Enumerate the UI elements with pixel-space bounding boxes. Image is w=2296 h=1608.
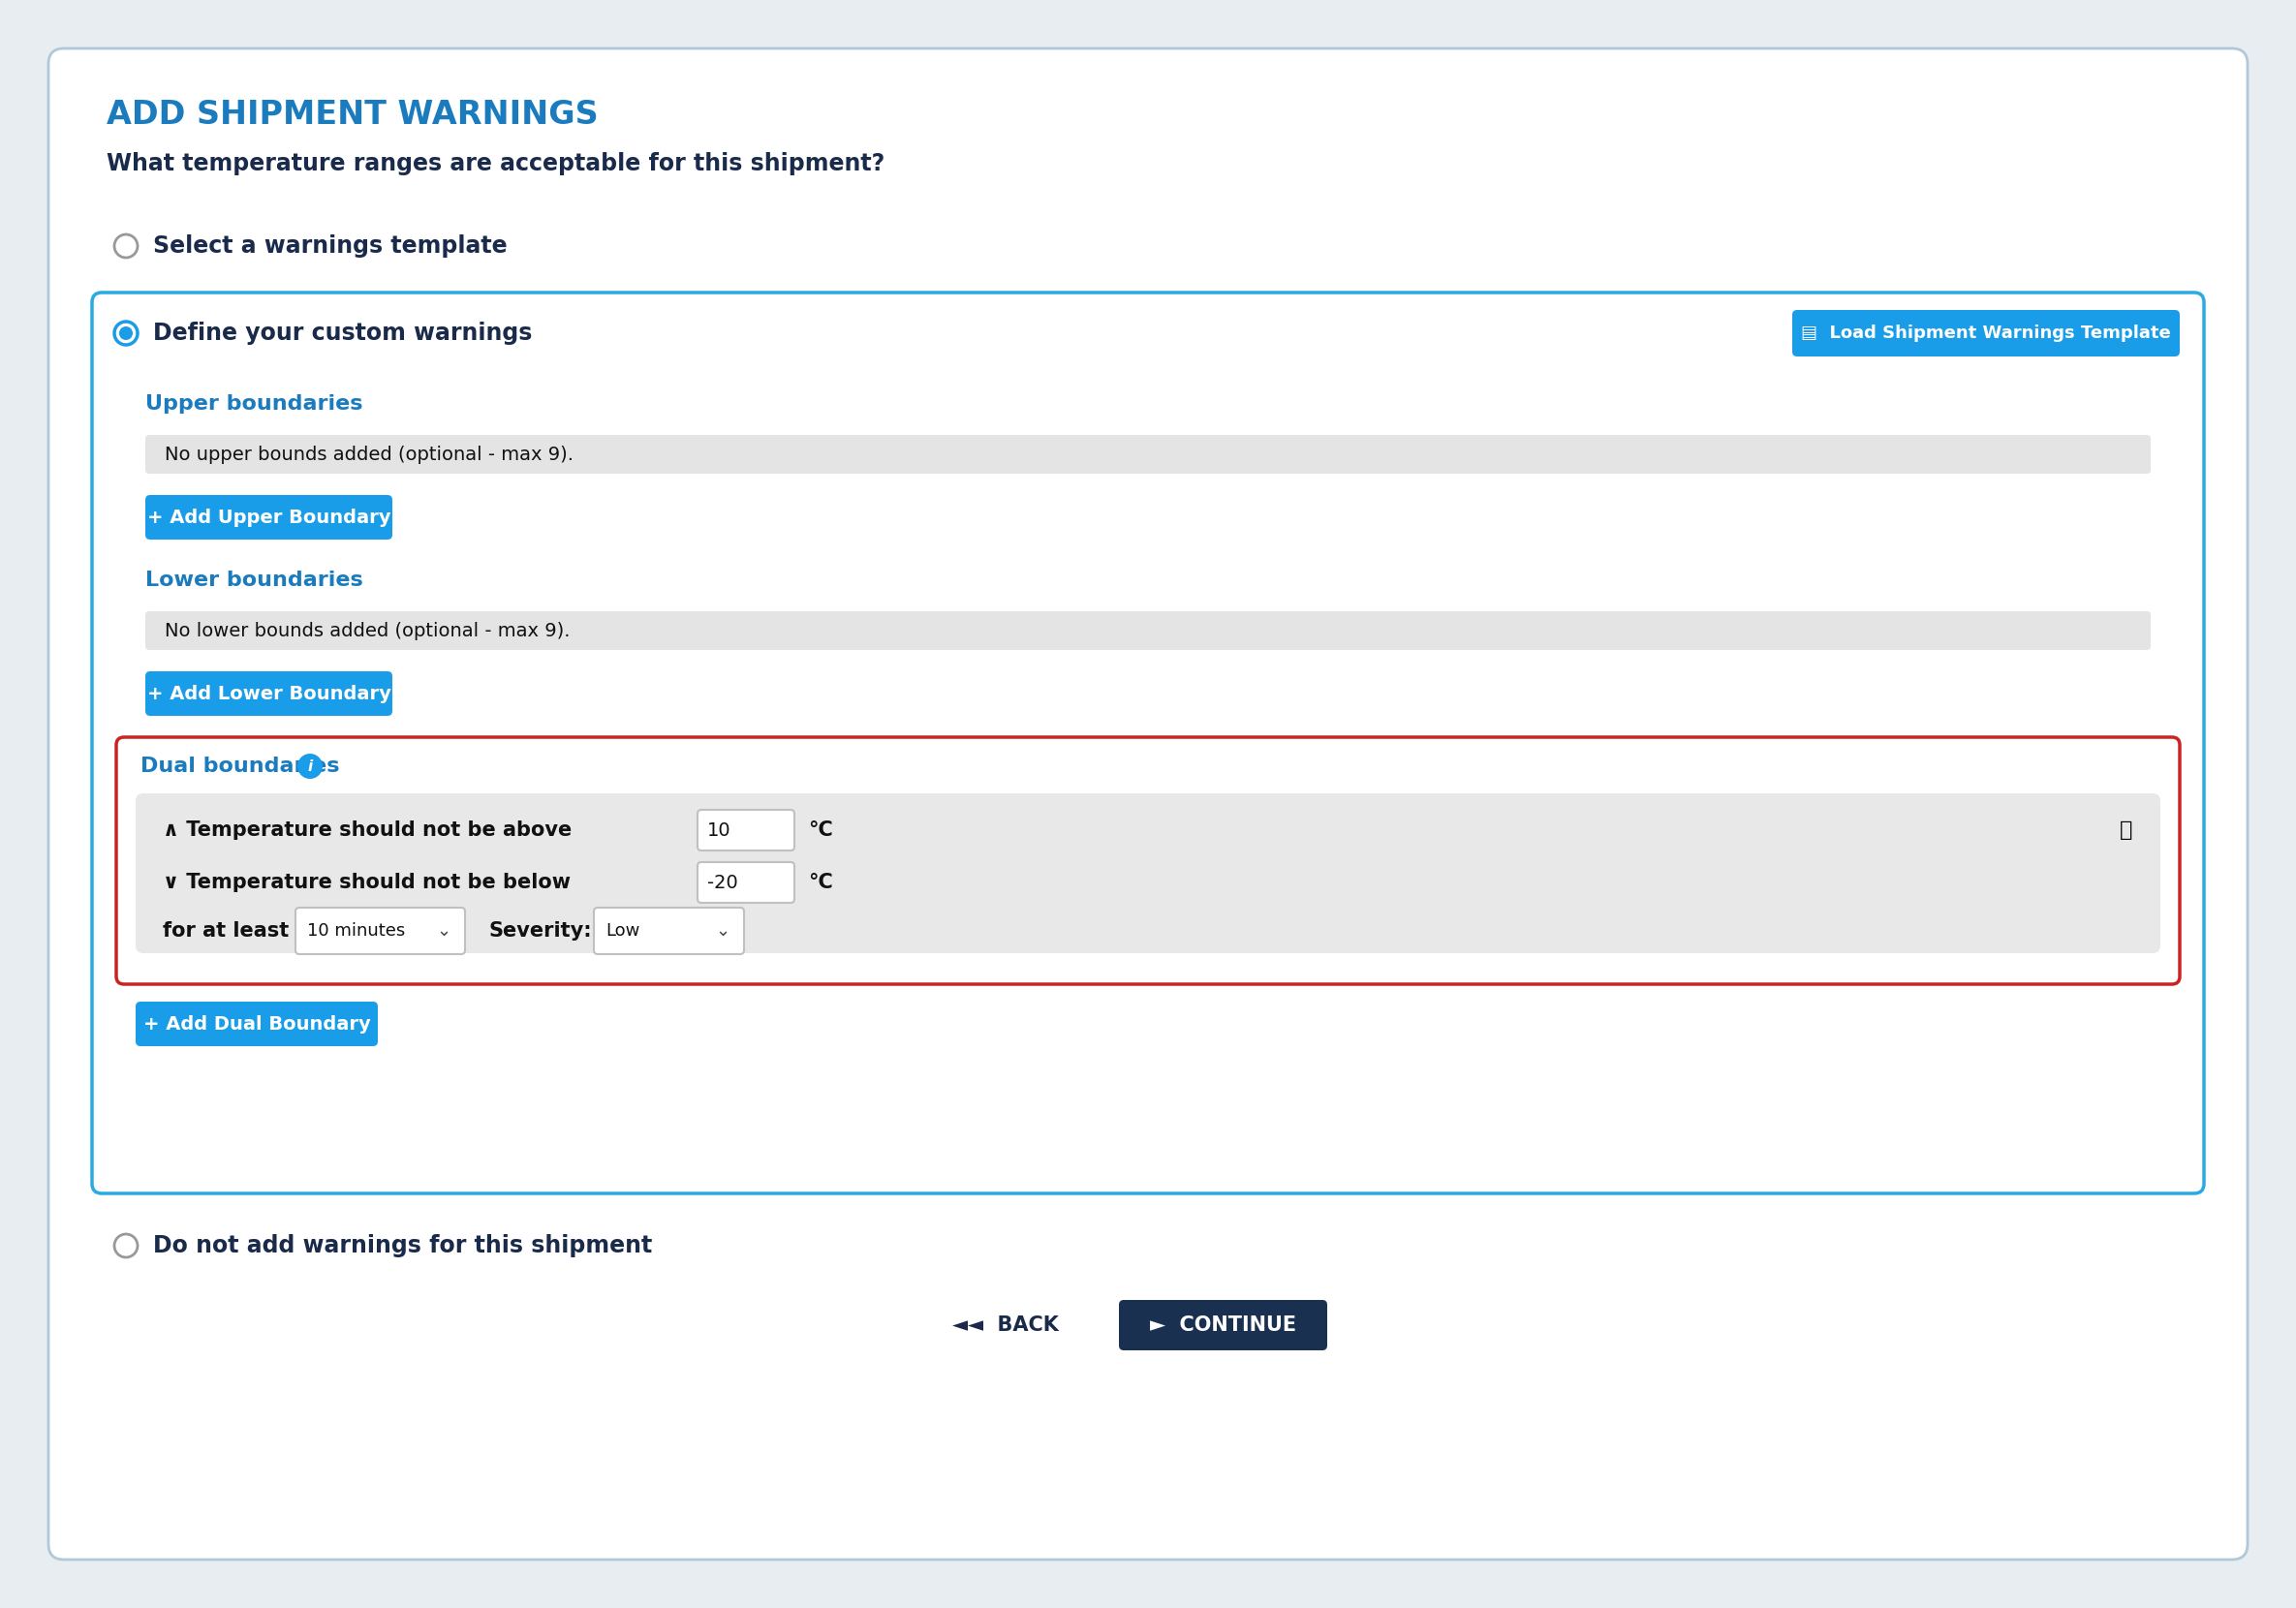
- FancyBboxPatch shape: [1793, 310, 2179, 357]
- Text: Select a warnings template: Select a warnings template: [154, 235, 507, 257]
- Text: ▤  Load Shipment Warnings Template: ▤ Load Shipment Warnings Template: [1800, 325, 2172, 343]
- Text: °C: °C: [808, 873, 833, 892]
- Text: -20: -20: [707, 873, 737, 892]
- FancyBboxPatch shape: [145, 434, 2151, 474]
- Circle shape: [115, 235, 138, 257]
- Text: 🗑: 🗑: [2119, 820, 2133, 839]
- FancyBboxPatch shape: [135, 1002, 379, 1047]
- FancyBboxPatch shape: [698, 862, 794, 902]
- Text: ⌄: ⌄: [716, 921, 730, 939]
- Text: ∨ Temperature should not be below: ∨ Temperature should not be below: [163, 873, 572, 892]
- Text: ►  CONTINUE: ► CONTINUE: [1150, 1315, 1297, 1335]
- Text: Lower boundaries: Lower boundaries: [145, 571, 363, 590]
- Text: for at least: for at least: [163, 921, 289, 941]
- Text: Low: Low: [606, 921, 641, 939]
- Text: No upper bounds added (optional - max 9).: No upper bounds added (optional - max 9)…: [165, 445, 574, 463]
- FancyBboxPatch shape: [595, 907, 744, 954]
- Text: + Add Lower Boundary: + Add Lower Boundary: [147, 685, 390, 703]
- Circle shape: [298, 754, 324, 778]
- Text: Dual boundaries: Dual boundaries: [140, 756, 340, 777]
- Circle shape: [119, 326, 133, 339]
- FancyBboxPatch shape: [92, 293, 2204, 1193]
- FancyBboxPatch shape: [916, 1299, 1095, 1351]
- Text: ∧ Temperature should not be above: ∧ Temperature should not be above: [163, 820, 572, 839]
- FancyBboxPatch shape: [117, 736, 2179, 984]
- Text: Severity:: Severity:: [489, 921, 592, 941]
- Text: + Add Upper Boundary: + Add Upper Boundary: [147, 508, 390, 526]
- FancyBboxPatch shape: [145, 671, 393, 716]
- Text: 10: 10: [707, 822, 730, 839]
- FancyBboxPatch shape: [296, 907, 466, 954]
- Text: Upper boundaries: Upper boundaries: [145, 394, 363, 413]
- Text: What temperature ranges are acceptable for this shipment?: What temperature ranges are acceptable f…: [106, 153, 884, 175]
- Text: Define your custom warnings: Define your custom warnings: [154, 322, 533, 344]
- FancyBboxPatch shape: [145, 495, 393, 540]
- Circle shape: [115, 1233, 138, 1257]
- Text: ◄◄  BACK: ◄◄ BACK: [953, 1315, 1058, 1335]
- Text: ⌄: ⌄: [436, 921, 450, 939]
- Text: + Add Dual Boundary: + Add Dual Boundary: [142, 1015, 370, 1032]
- Text: Do not add warnings for this shipment: Do not add warnings for this shipment: [154, 1233, 652, 1257]
- Text: °C: °C: [808, 820, 833, 839]
- FancyBboxPatch shape: [698, 810, 794, 851]
- Text: No lower bounds added (optional - max 9).: No lower bounds added (optional - max 9)…: [165, 621, 569, 640]
- FancyBboxPatch shape: [1118, 1299, 1327, 1351]
- Text: ADD SHIPMENT WARNINGS: ADD SHIPMENT WARNINGS: [106, 98, 599, 130]
- Text: 10 minutes: 10 minutes: [308, 921, 404, 939]
- FancyBboxPatch shape: [135, 793, 2161, 954]
- FancyBboxPatch shape: [48, 48, 2248, 1560]
- Circle shape: [115, 322, 138, 344]
- FancyBboxPatch shape: [145, 611, 2151, 650]
- Text: i: i: [308, 759, 312, 773]
